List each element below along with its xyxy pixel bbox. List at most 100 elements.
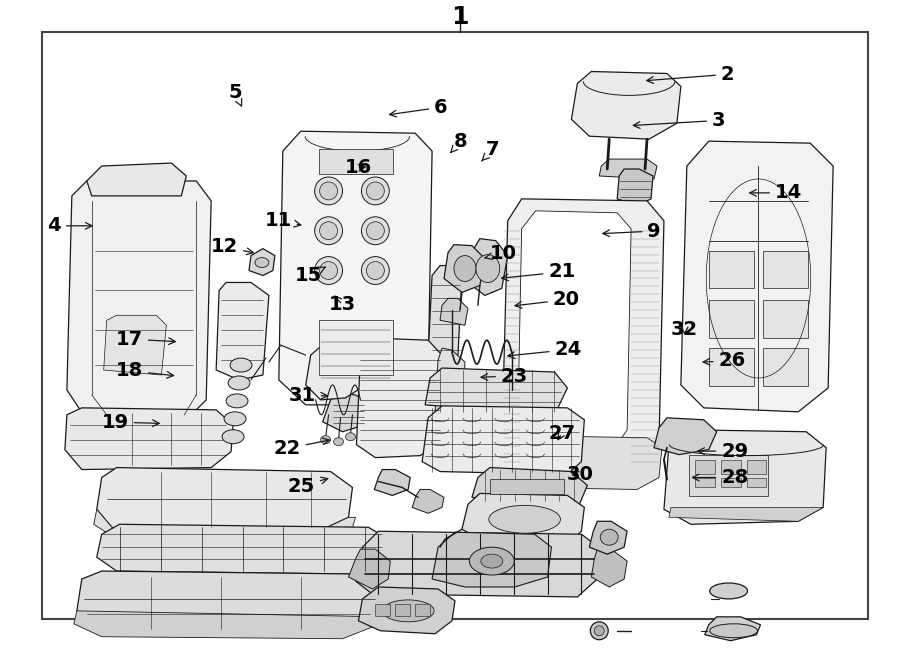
Bar [375, 604, 391, 616]
Polygon shape [705, 617, 760, 641]
Ellipse shape [222, 430, 244, 444]
Text: 10: 10 [485, 244, 518, 263]
Bar [490, 479, 564, 495]
Text: 1: 1 [451, 5, 469, 28]
Text: 18: 18 [116, 361, 174, 380]
Polygon shape [432, 532, 552, 587]
Polygon shape [468, 239, 508, 295]
Polygon shape [669, 507, 824, 521]
Text: 16: 16 [345, 158, 373, 177]
Polygon shape [65, 408, 233, 469]
Bar [708, 251, 753, 289]
Ellipse shape [481, 554, 503, 568]
Ellipse shape [315, 216, 343, 245]
Polygon shape [599, 159, 657, 179]
Bar [708, 301, 753, 338]
Bar [763, 348, 808, 386]
Polygon shape [506, 436, 662, 489]
Ellipse shape [362, 257, 390, 285]
Ellipse shape [255, 258, 269, 267]
Text: 4: 4 [48, 216, 92, 235]
Text: 2: 2 [647, 65, 734, 84]
Text: 14: 14 [750, 183, 802, 203]
Ellipse shape [366, 222, 384, 240]
Ellipse shape [320, 222, 338, 240]
Text: 19: 19 [102, 412, 159, 432]
Ellipse shape [320, 436, 330, 444]
Ellipse shape [320, 261, 338, 279]
Ellipse shape [315, 257, 343, 285]
Polygon shape [422, 406, 584, 475]
Ellipse shape [315, 177, 343, 205]
Polygon shape [591, 549, 627, 587]
Polygon shape [681, 141, 833, 412]
Polygon shape [590, 521, 627, 554]
Polygon shape [462, 493, 584, 547]
Bar [395, 604, 410, 616]
Ellipse shape [476, 255, 500, 283]
Text: 7: 7 [482, 140, 500, 161]
Polygon shape [422, 533, 460, 559]
Polygon shape [617, 169, 653, 206]
Text: 24: 24 [508, 340, 581, 359]
Bar [746, 477, 767, 487]
Ellipse shape [320, 182, 338, 200]
Polygon shape [425, 368, 567, 415]
Ellipse shape [362, 216, 390, 245]
Ellipse shape [454, 256, 476, 281]
Ellipse shape [710, 624, 758, 638]
Polygon shape [74, 611, 382, 639]
Ellipse shape [230, 358, 252, 372]
Polygon shape [96, 467, 353, 531]
Text: 32: 32 [671, 320, 698, 340]
Text: 5: 5 [229, 83, 242, 106]
Text: 22: 22 [274, 438, 329, 458]
Ellipse shape [366, 182, 384, 200]
Text: 28: 28 [692, 468, 749, 487]
Bar [319, 320, 393, 375]
Text: 6: 6 [390, 98, 448, 117]
Text: 17: 17 [116, 330, 176, 349]
Bar [319, 149, 393, 174]
Text: 29: 29 [698, 442, 749, 461]
Polygon shape [501, 199, 664, 479]
Text: 12: 12 [211, 238, 253, 256]
Polygon shape [444, 245, 485, 293]
Polygon shape [440, 299, 468, 325]
Bar [688, 455, 769, 496]
Ellipse shape [334, 438, 344, 446]
Polygon shape [664, 430, 826, 524]
Text: 15: 15 [295, 265, 325, 285]
Polygon shape [356, 338, 442, 457]
Polygon shape [67, 181, 211, 425]
Polygon shape [306, 342, 368, 400]
Polygon shape [374, 469, 410, 495]
Polygon shape [94, 509, 356, 542]
Ellipse shape [226, 394, 248, 408]
Polygon shape [76, 571, 382, 634]
Polygon shape [358, 587, 455, 634]
Polygon shape [434, 348, 465, 440]
Bar [763, 301, 808, 338]
Polygon shape [572, 71, 681, 139]
Ellipse shape [382, 600, 434, 622]
Bar [42, 32, 868, 619]
Bar [708, 348, 753, 386]
Polygon shape [518, 211, 631, 455]
Polygon shape [654, 418, 716, 455]
Ellipse shape [362, 177, 390, 205]
Ellipse shape [224, 412, 246, 426]
Ellipse shape [594, 626, 604, 636]
Ellipse shape [710, 583, 748, 599]
Polygon shape [249, 249, 274, 275]
Text: 27: 27 [548, 424, 575, 443]
Bar [721, 459, 741, 473]
Ellipse shape [346, 433, 356, 441]
Text: 23: 23 [481, 367, 528, 385]
Polygon shape [356, 531, 601, 597]
Polygon shape [472, 467, 588, 504]
Text: 8: 8 [451, 132, 468, 152]
Polygon shape [279, 131, 432, 405]
Bar [746, 459, 767, 473]
Polygon shape [104, 315, 166, 375]
